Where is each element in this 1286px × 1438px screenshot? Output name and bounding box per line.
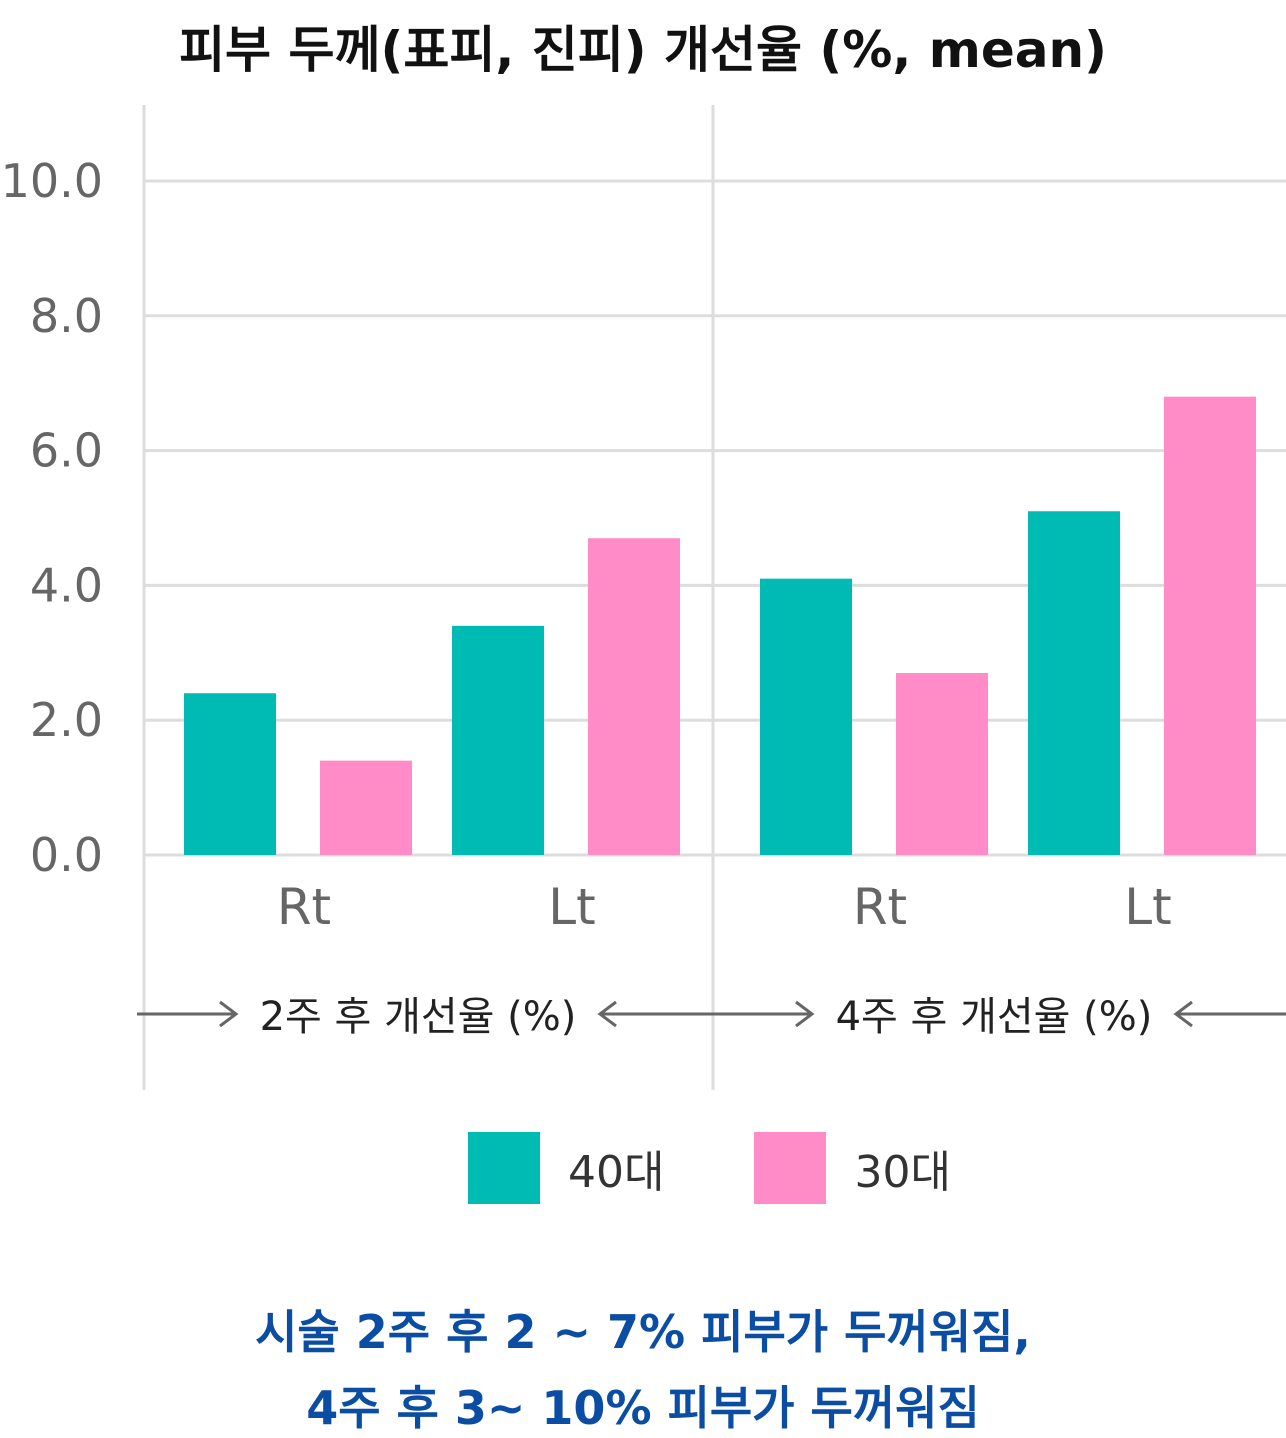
chart-title: 피부 두께(표피, 진피) 개선율 (%, mean) <box>179 21 1107 79</box>
group-label: 4주 후 개선율 (%) <box>836 994 1153 1040</box>
legend-swatch-30s <box>754 1132 827 1204</box>
bar <box>1164 396 1256 855</box>
legend-label-40s: 40대 <box>568 1147 665 1198</box>
x-category-label: Rt <box>277 878 331 936</box>
bar <box>184 693 276 855</box>
legend-item-30s: 30대 <box>754 1132 951 1204</box>
legend: 40대 30대 <box>468 1132 1041 1204</box>
y-tick-label: 4.0 <box>30 558 103 612</box>
arrow-right-head <box>219 1000 239 1028</box>
summary-caption-line-1: 시술 2주 후 2 ~ 7% 피부가 두꺼워짐, <box>255 1305 1031 1359</box>
bar <box>1028 511 1120 855</box>
bar <box>760 578 852 855</box>
x-category-label: Lt <box>1124 878 1171 936</box>
group-label: 2주 후 개선율 (%) <box>260 994 577 1040</box>
bar-chart: 0.0 2.0 4.0 6.0 8.0 10.0 Rt Lt Rt Lt 2주 후 개선율 (%) 4… <box>1 105 1286 1090</box>
legend-item-40s: 40대 <box>468 1132 664 1204</box>
legend-label-30s: 30대 <box>854 1147 951 1198</box>
y-tick-label: 6.0 <box>30 424 103 478</box>
x-category-label: Lt <box>548 878 595 936</box>
bar <box>452 625 544 855</box>
bar <box>588 538 680 855</box>
legend-swatch-40s <box>468 1132 540 1204</box>
arrow-left-head <box>1173 1000 1193 1028</box>
arrow-right-head <box>795 1000 815 1028</box>
x-category-label: Rt <box>853 878 907 936</box>
arrow-left-head <box>597 1000 617 1028</box>
y-tick-label: 10.0 <box>1 154 103 208</box>
y-tick-label: 2.0 <box>30 693 103 747</box>
bar <box>896 673 988 855</box>
summary-caption-line-2: 4주 후 3~ 10% 피부가 두꺼워짐 <box>306 1381 980 1435</box>
bar <box>320 760 412 855</box>
y-tick-label: 8.0 <box>30 289 103 343</box>
y-tick-label: 0.0 <box>30 828 103 882</box>
